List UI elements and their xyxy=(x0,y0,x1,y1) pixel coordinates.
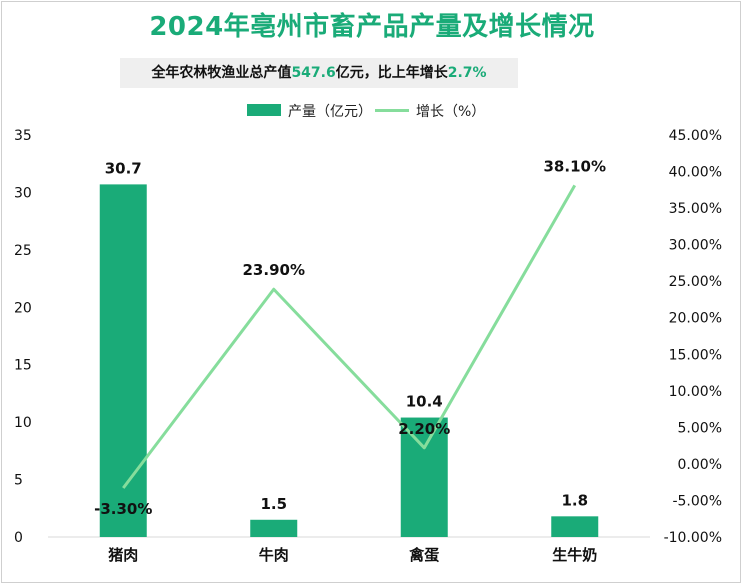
subtitle-prefix: 全年农林牧渔业总产值 xyxy=(151,65,292,81)
y-right-tick-label: 30.00% xyxy=(669,238,722,254)
y-right-tick-label: 20.00% xyxy=(669,311,722,327)
y-right-tick-label: 25.00% xyxy=(669,274,722,290)
subtitle-box: 全年农林牧渔业总产值547.6亿元，比上年增长2.7% xyxy=(120,58,518,88)
y-right-tick-label: 0.00% xyxy=(678,457,722,473)
x-category-label: 禽蛋 xyxy=(408,546,439,564)
y-right-tick-label: 40.00% xyxy=(669,165,722,181)
bar-data-label: 1.5 xyxy=(260,495,287,513)
subtitle: 全年农林牧渔业总产值547.6亿元，比上年增长2.7% xyxy=(120,58,518,88)
legend-line-swatch xyxy=(375,109,409,112)
bar xyxy=(400,417,448,537)
y-right-tick-label: 35.00% xyxy=(669,201,722,217)
line-data-label: 38.10% xyxy=(544,157,606,175)
y-left-tick-label: 10 xyxy=(14,415,32,431)
line-data-label: 23.90% xyxy=(243,261,305,279)
x-category-label: 生牛奶 xyxy=(552,546,597,564)
y-left-tick-label: 20 xyxy=(14,300,32,316)
bar-data-label: 1.8 xyxy=(561,491,588,509)
y-left-tick-label: 35 xyxy=(14,128,32,144)
bar-data-label: 30.7 xyxy=(105,159,142,177)
legend-bar-label: 产量（亿元） xyxy=(288,104,372,120)
y-right-tick-label: -10.00% xyxy=(664,530,722,546)
legend-line-label: 增长（%） xyxy=(416,104,486,120)
subtitle-total-value: 547.6 xyxy=(291,65,336,81)
y-left-tick-label: 30 xyxy=(14,185,32,201)
y-right-tick-label: -5.00% xyxy=(672,493,722,509)
y-left-tick-label: 15 xyxy=(14,358,32,374)
y-left-tick-label: 0 xyxy=(14,530,23,546)
y-right-tick-label: 15.00% xyxy=(669,347,722,363)
y-right-tick-label: 10.00% xyxy=(669,384,722,400)
y-left-tick-label: 5 xyxy=(14,473,23,489)
bar xyxy=(99,184,147,538)
x-category-label: 猪肉 xyxy=(107,546,138,564)
line-data-label: 2.20% xyxy=(398,420,450,438)
bar-data-label: 10.4 xyxy=(406,393,443,411)
chart-title: 2024年亳州市畜产品产量及增长情况 xyxy=(149,12,595,42)
bar xyxy=(250,519,298,537)
subtitle-middle: 亿元，比上年增长 xyxy=(335,65,448,81)
y-right-tick-label: 45.00% xyxy=(669,128,722,144)
y-right-tick-label: 5.00% xyxy=(678,420,722,436)
line-data-label: -3.30% xyxy=(94,500,152,518)
y-left-tick-label: 25 xyxy=(14,243,32,259)
subtitle-growth-value: 2.7% xyxy=(447,65,487,81)
legend: 产量（亿元） 增长（%） xyxy=(0,100,744,122)
x-category-label: 牛肉 xyxy=(259,546,289,564)
growth-line xyxy=(122,184,577,489)
bar xyxy=(551,516,599,537)
legend-bar-swatch xyxy=(247,104,281,116)
